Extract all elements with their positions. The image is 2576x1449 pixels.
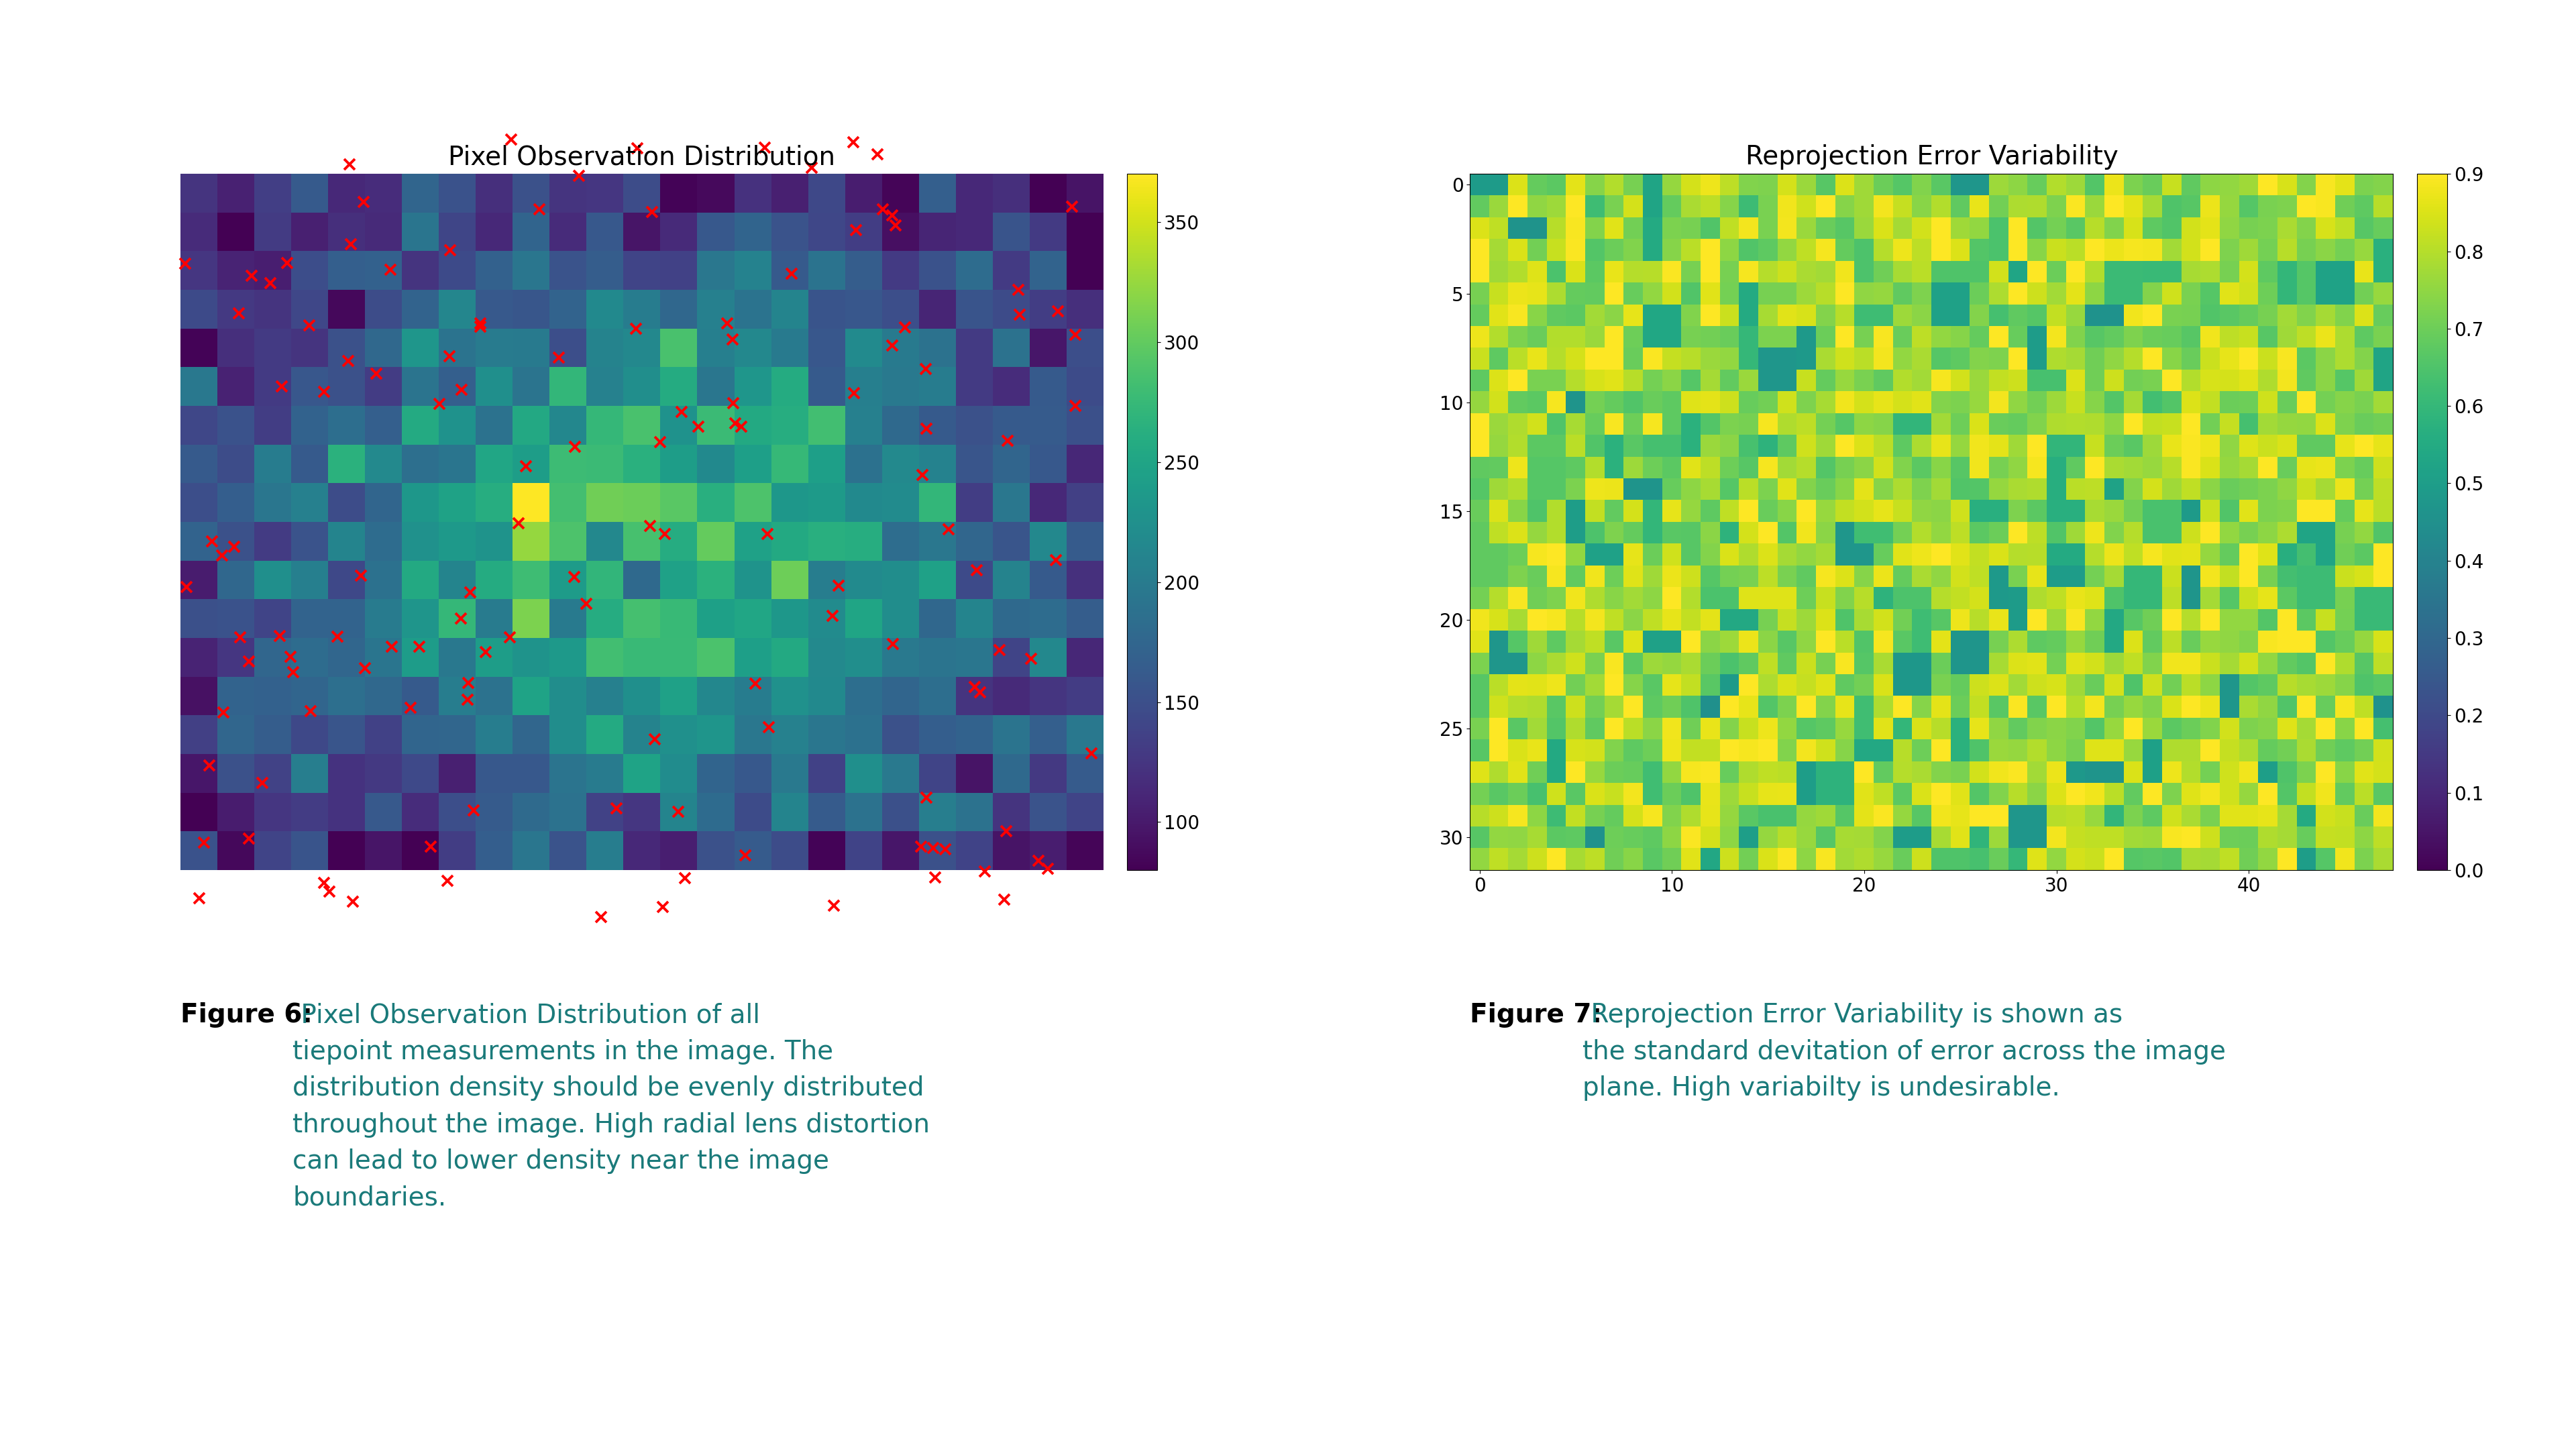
Title: Pixel Observation Distribution: Pixel Observation Distribution	[448, 145, 835, 170]
Text: Figure 7:: Figure 7:	[1471, 1003, 1602, 1027]
Text: Pixel Observation Distribution of all
tiepoint measurements in the image. The
di: Pixel Observation Distribution of all ti…	[294, 1003, 930, 1211]
Text: Reprojection Error Variability is shown as
the standard devitation of error acro: Reprojection Error Variability is shown …	[1582, 1003, 2226, 1101]
Text: Figure 6:: Figure 6:	[180, 1003, 312, 1027]
Title: Reprojection Error Variability: Reprojection Error Variability	[1744, 145, 2117, 170]
